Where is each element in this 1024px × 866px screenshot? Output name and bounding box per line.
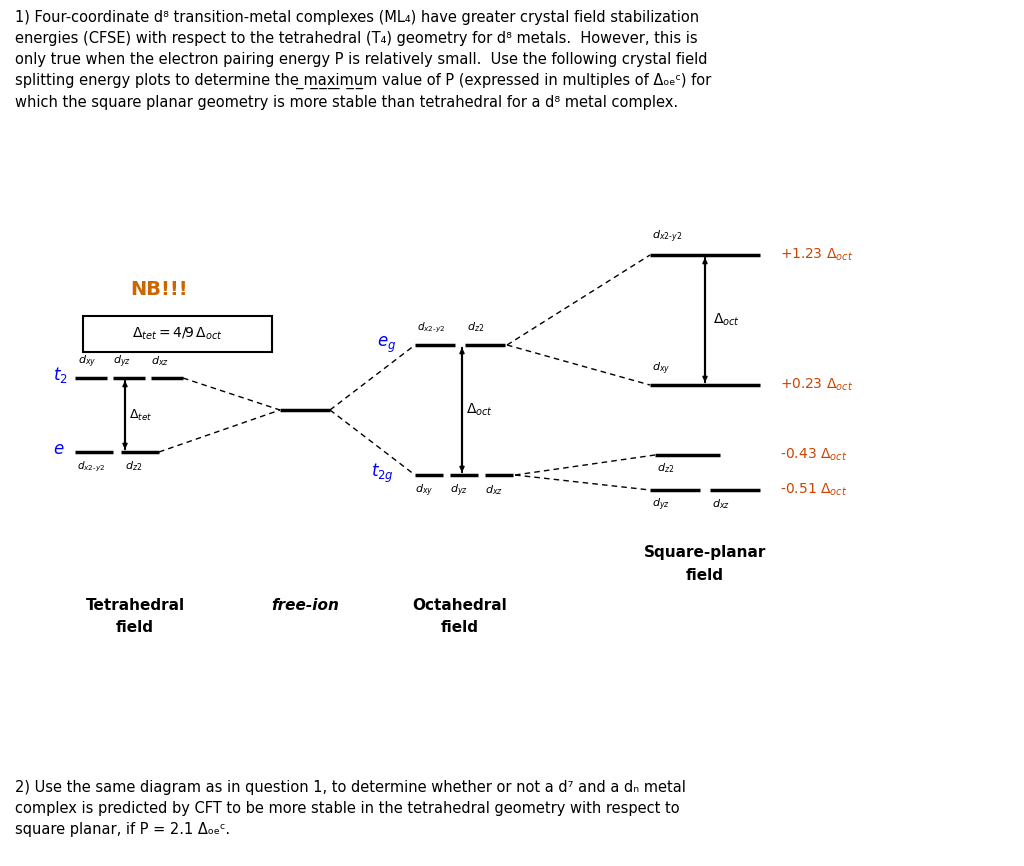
Text: $\Delta_{tet}$: $\Delta_{tet}$ [129,407,153,423]
Text: field: field [441,620,479,635]
Text: $e$: $e$ [53,440,65,458]
Text: $t_{2g}$: $t_{2g}$ [371,462,394,485]
Text: $d_{z2}$: $d_{z2}$ [657,461,674,475]
Text: $d_{xy}$: $d_{xy}$ [652,360,671,377]
Text: field: field [686,568,724,583]
Text: 2) Use the same diagram as in question 1, to determine whether or not a d⁷ and a: 2) Use the same diagram as in question 1… [15,780,686,837]
Text: $d_{x2\text{-}y2}$: $d_{x2\text{-}y2}$ [77,459,105,474]
Text: $\Delta_{oct}$: $\Delta_{oct}$ [713,312,740,328]
Text: $d_{z2}$: $d_{z2}$ [467,320,484,333]
Text: Octahedral: Octahedral [413,598,507,613]
Text: $d_{xy}$: $d_{xy}$ [415,482,433,499]
Text: +0.23 $\Delta_{oct}$: +0.23 $\Delta_{oct}$ [780,377,853,393]
Text: $\Delta_{tet} = 4/9\,\Delta_{oct}$: $\Delta_{tet} = 4/9\,\Delta_{oct}$ [132,326,223,342]
Text: $d_{xz}$: $d_{xz}$ [712,497,730,511]
Text: $\Delta_{oct}$: $\Delta_{oct}$ [466,402,493,418]
Text: field: field [116,620,154,635]
Text: $d_{yz}$: $d_{yz}$ [450,482,468,499]
Text: $d_{yz}$: $d_{yz}$ [113,353,131,370]
Text: -0.43 $\Delta_{oct}$: -0.43 $\Delta_{oct}$ [780,447,847,463]
Text: -0.51 $\Delta_{oct}$: -0.51 $\Delta_{oct}$ [780,481,847,498]
Text: free-ion: free-ion [271,598,339,613]
Text: $d_{xz}$: $d_{xz}$ [485,483,503,497]
Text: +1.23 $\Delta_{oct}$: +1.23 $\Delta_{oct}$ [780,247,853,263]
Text: Square-planar: Square-planar [644,545,766,560]
Text: $e_g$: $e_g$ [377,335,396,355]
Text: $d_{xz}$: $d_{xz}$ [151,354,169,368]
Text: 1) Four-coordinate d⁸ transition-metal complexes (ML₄) have greater crystal fiel: 1) Four-coordinate d⁸ transition-metal c… [15,10,712,110]
Text: NB!!!: NB!!! [130,280,187,299]
Text: $d_{x2\text{-}y2}$: $d_{x2\text{-}y2}$ [652,229,682,245]
Text: $d_{yz}$: $d_{yz}$ [652,496,670,513]
Text: $t_2$: $t_2$ [53,365,68,385]
Text: $d_{x2\text{-}y2}$: $d_{x2\text{-}y2}$ [417,320,445,335]
Text: $d_{z2}$: $d_{z2}$ [125,459,142,473]
Text: $d_{xy}$: $d_{xy}$ [78,353,96,370]
FancyBboxPatch shape [83,316,272,352]
Text: Tetrahedral: Tetrahedral [85,598,184,613]
